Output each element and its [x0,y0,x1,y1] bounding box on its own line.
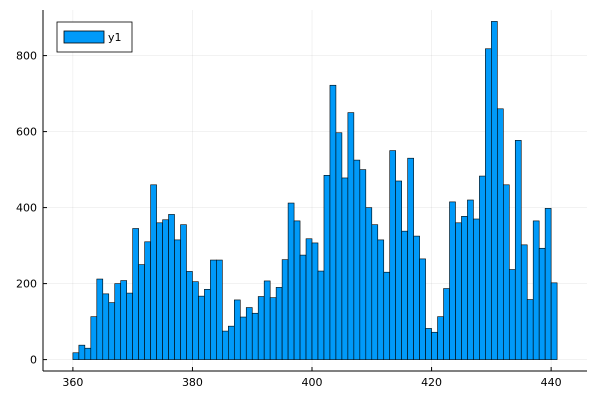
histogram-bar [497,108,504,360]
bars [72,21,558,360]
histogram-bar [377,239,385,360]
histogram-bar [120,280,127,360]
y-tick-label: 800 [16,50,37,63]
histogram-bar [544,208,552,360]
axes [42,10,587,372]
x-tick-label: 440 [541,376,562,389]
legend: y1 [56,21,133,53]
histogram-bar [150,184,157,360]
y-tick-label: 400 [16,202,37,215]
y-tick-label: 0 [30,354,37,367]
histogram-bar [72,352,80,360]
histogram-bar [293,220,301,360]
histogram-bar [508,269,516,360]
histogram-bar [532,220,540,360]
legend-swatch [63,30,105,44]
histogram-bar [503,184,510,360]
y-tick-label: 600 [16,126,37,139]
histogram-bar [485,48,492,360]
histogram-bar [84,347,92,360]
x-tick-label: 400 [302,376,323,389]
histogram-bar [461,216,468,360]
histogram-bar [251,312,259,360]
histogram-bar [114,283,122,360]
histogram-bar [257,296,265,360]
histogram-bar [389,150,397,360]
histogram-bar [138,264,145,360]
histogram-bar [228,325,235,360]
x-tick-label: 360 [62,376,83,389]
x-axis-ticks: 360 380 400 420 440 [62,367,562,389]
x-tick-label: 380 [182,376,203,389]
histogram-bar [449,201,456,360]
histogram-bar [216,259,223,360]
histogram-bar [365,207,373,360]
histogram-bar [407,157,414,360]
histogram-bar [263,280,271,360]
histogram-bar [341,177,349,360]
histogram-bar [156,222,163,360]
histogram-bar [245,307,253,360]
histogram-bar [198,295,205,360]
histogram-bar [443,288,450,360]
histogram-bar [550,282,558,360]
y-tick-label: 200 [16,278,37,291]
histogram-bar [383,271,391,360]
histogram-bar [491,21,498,360]
histogram-bar [210,259,217,360]
histogram-bar [305,238,313,360]
histogram-bar [186,271,193,360]
histogram-bar [455,222,462,360]
histogram-bar [222,330,229,360]
histogram-bar [479,175,486,360]
histogram-bar [323,175,331,360]
histogram-bar [275,287,283,360]
histogram-bar [299,254,307,360]
histogram-bar [413,235,420,360]
histogram-bar [108,302,116,360]
histogram-bar [192,281,199,360]
histogram-bar [180,224,187,360]
histogram-bar [78,344,86,360]
histogram-bar [473,218,480,360]
histogram-bar [538,247,546,360]
legend-label: y1 [108,31,122,44]
histogram-bar [239,316,247,360]
histogram-bar [419,258,426,360]
histogram-bar [311,242,319,360]
histogram-bar [281,259,289,360]
histogram-bar [287,202,295,360]
histogram-bar [204,288,211,360]
histogram-bar [102,293,110,360]
histogram-bar [144,241,151,360]
histogram-bar [132,228,139,360]
histogram-bar [526,299,534,360]
histogram-bar [359,169,367,360]
histogram-bar [425,328,432,360]
histogram-bar [371,224,379,360]
histogram-bar [329,84,337,360]
histogram-bar [335,132,343,360]
histogram-bar [437,316,444,360]
histogram-bar [174,239,181,360]
y-axis-ticks: 0 200 400 600 800 [16,50,47,367]
histogram-bar [347,112,355,360]
histogram-bar [520,244,528,360]
histogram-bar [168,214,175,360]
histogram-bar [90,316,98,360]
histogram-bar [395,180,402,360]
histogram-bar [431,331,438,360]
x-tick-label: 420 [421,376,442,389]
histogram-bar [353,159,361,360]
histogram-bar [96,278,104,360]
histogram-bar [126,292,133,360]
histogram-bar [269,297,277,360]
histogram-bar [233,299,241,360]
histogram-bar [401,230,408,360]
histogram-bar [162,219,169,360]
histogram-bar [514,140,522,360]
histogram-bar [317,270,325,360]
histogram-bar [467,199,474,360]
